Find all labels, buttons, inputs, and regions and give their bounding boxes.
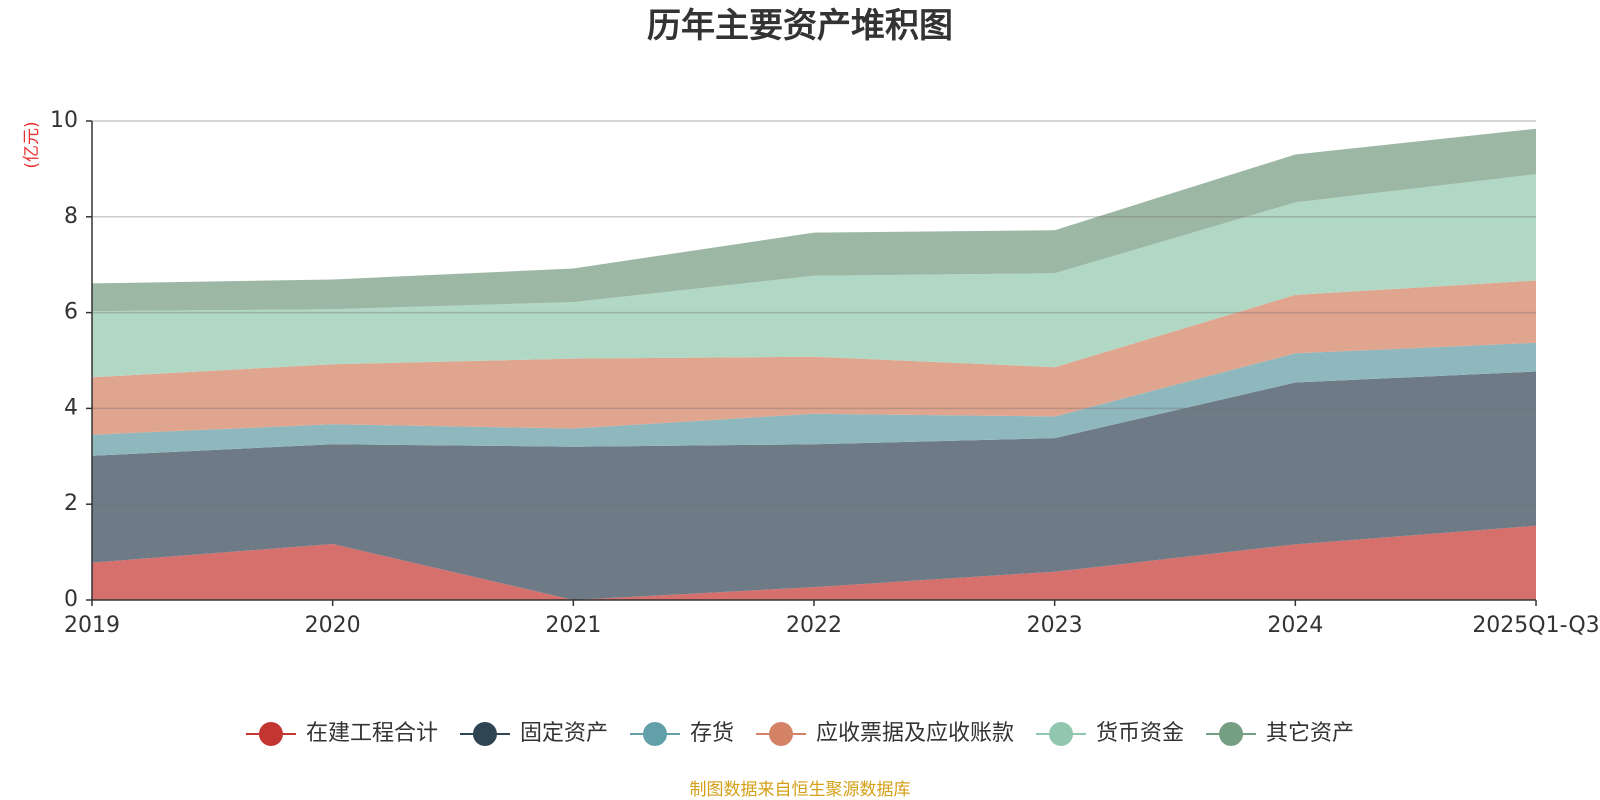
x-tick-label: 2019 [64,613,120,638]
legend-label-4: 货币资金 [1096,721,1184,746]
y-tick-label: 10 [50,108,78,133]
x-tick-label: 2021 [545,613,601,638]
y-tick-label: 2 [64,491,78,516]
y-axis-unit-label: (亿元) [22,121,42,168]
area-series-4 [92,174,1536,378]
y-tick-label: 4 [64,395,78,420]
y-tick-label: 8 [64,204,78,229]
legend-label-2: 存货 [690,721,734,746]
area-series-3 [92,280,1536,435]
legend-label-3: 应收票据及应收账款 [816,721,1014,746]
area-series-1 [92,371,1536,600]
legend-label-0: 在建工程合计 [306,721,438,746]
area-series-5 [92,128,1536,312]
legend-item-4[interactable]: 货币资金 [1036,721,1184,746]
legend-item-1[interactable]: 固定资产 [459,721,608,746]
legend-item-3[interactable]: 应收票据及应收账款 [756,721,1014,746]
legend-marker-3 [769,722,793,746]
legend-item-0[interactable]: 在建工程合计 [245,721,438,746]
legend-label-1: 固定资产 [520,721,608,746]
legend-marker-1 [472,722,497,746]
x-tick-label: 2022 [786,613,842,638]
legend-marker-0 [258,722,283,746]
y-tick-label: 6 [64,300,78,325]
x-tick-label: 2020 [305,613,361,638]
legend: 在建工程合计 固定资产 存货 应收票据及应收账款 货币资金 其它资产 [245,721,1354,746]
area-series-0 [92,525,1536,600]
gridlines [92,120,1536,505]
area-series-group [92,128,1536,600]
x-tick-label: 2023 [1027,613,1083,638]
x-tick-label: 2024 [1267,613,1323,638]
legend-marker-4 [1049,722,1074,746]
legend-item-5[interactable]: 其它资产 [1206,721,1354,746]
area-series-2 [92,342,1536,456]
source-note: 制图数据来自恒生聚源数据库 [690,780,911,800]
axes: 0 2 4 6 8 10 2019 2020 2021 2022 2023 2024 2025Q1-Q3 [50,108,1600,638]
legend-label-5: 其它资产 [1266,721,1354,746]
legend-marker-5 [1219,722,1244,746]
x-tick-label: 2025Q1-Q3 [1472,613,1599,638]
legend-item-2[interactable]: 存货 [629,721,734,746]
chart-title: 历年主要资产堆积图 [647,6,953,46]
legend-marker-2 [642,722,667,746]
y-tick-label: 0 [64,587,78,612]
